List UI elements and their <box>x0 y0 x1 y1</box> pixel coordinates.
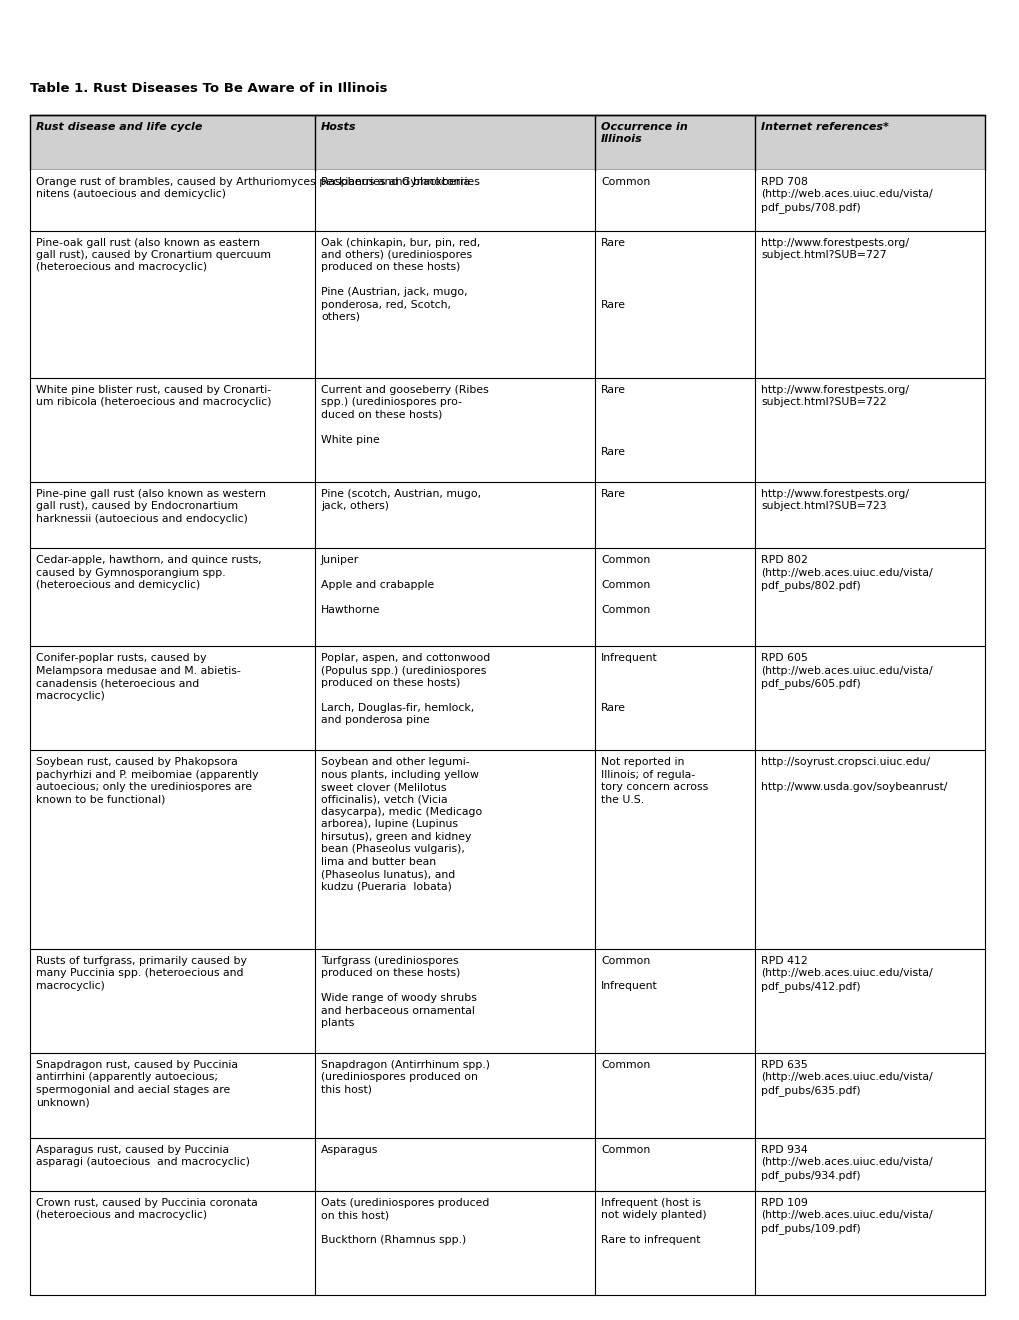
Bar <box>30 378 984 482</box>
Text: Crown rust, caused by Puccinia coronata
(heteroecious and macrocyclic): Crown rust, caused by Puccinia coronata … <box>36 1199 258 1221</box>
Bar <box>30 1138 984 1191</box>
Text: Raspberries and blackberries: Raspberries and blackberries <box>321 177 479 187</box>
Bar <box>30 231 984 378</box>
Text: Table 1. Rust Diseases To Be Aware of in Illinois: Table 1. Rust Diseases To Be Aware of in… <box>30 82 387 95</box>
Text: Snapdragon (Antirrhinum spp.)
(urediniospores produced on
this host): Snapdragon (Antirrhinum spp.) (uredinios… <box>321 1060 489 1094</box>
Text: Infrequent



Rare: Infrequent Rare <box>600 653 657 713</box>
Bar <box>30 1053 984 1138</box>
Bar <box>30 949 984 1053</box>
Text: Common: Common <box>600 1060 650 1071</box>
Text: Rare: Rare <box>600 488 626 499</box>
Text: Pine-pine gall rust (also known as western
gall rust), caused by Endocronartium
: Pine-pine gall rust (also known as weste… <box>36 488 266 524</box>
Text: Pine-oak gall rust (also known as eastern
gall rust), caused by Cronartium querc: Pine-oak gall rust (also known as easter… <box>36 238 271 272</box>
Text: Oats (urediniospores produced
on this host)

Buckthorn (Rhamnus spp.): Oats (urediniospores produced on this ho… <box>321 1199 489 1245</box>
Text: http://soyrust.cropsci.uiuc.edu/

http://www.usda.gov/soybeanrust/: http://soyrust.cropsci.uiuc.edu/ http://… <box>760 758 947 792</box>
Text: Asparagus: Asparagus <box>321 1144 378 1155</box>
Bar <box>30 548 984 647</box>
Bar <box>30 482 984 548</box>
Text: Rare




Rare: Rare Rare <box>600 238 626 309</box>
Text: Soybean rust, caused by Phakopsora
pachyrhizi and P. meibomiae (apparently
autoe: Soybean rust, caused by Phakopsora pachy… <box>36 758 258 805</box>
Text: Juniper

Apple and crabapple

Hawthorne: Juniper Apple and crabapple Hawthorne <box>321 556 434 615</box>
Text: Snapdragon rust, caused by Puccinia
antirrhini (apparently autoecious;
spermogon: Snapdragon rust, caused by Puccinia anti… <box>36 1060 237 1107</box>
Text: RPD 802
(http://web.aces.uiuc.edu/vista/
pdf_pubs/802.pdf): RPD 802 (http://web.aces.uiuc.edu/vista/… <box>760 556 931 591</box>
Bar <box>30 115 984 170</box>
Text: Orange rust of brambles, caused by Arthuriomyces peckianus and Gymnoconia
nitens: Orange rust of brambles, caused by Arthu… <box>36 177 470 199</box>
Text: http://www.forestpests.org/
subject.html?SUB=723: http://www.forestpests.org/ subject.html… <box>760 488 908 511</box>
Text: Occurrence in
Illinois: Occurrence in Illinois <box>600 121 687 144</box>
Bar <box>30 647 984 751</box>
Text: http://www.forestpests.org/
subject.html?SUB=722: http://www.forestpests.org/ subject.html… <box>760 385 908 408</box>
Text: Rusts of turfgrass, primarily caused by
many Puccinia spp. (heteroecious and
mac: Rusts of turfgrass, primarily caused by … <box>36 956 247 991</box>
Bar <box>30 1191 984 1295</box>
Text: Common: Common <box>600 177 650 187</box>
Text: Cedar-apple, hawthorn, and quince rusts,
caused by Gymnosporangium spp.
(heteroe: Cedar-apple, hawthorn, and quince rusts,… <box>36 556 262 590</box>
Text: RPD 605
(http://web.aces.uiuc.edu/vista/
pdf_pubs/605.pdf): RPD 605 (http://web.aces.uiuc.edu/vista/… <box>760 653 931 689</box>
Text: Conifer-poplar rusts, caused by
Melampsora medusae and M. abietis-
canadensis (h: Conifer-poplar rusts, caused by Melampso… <box>36 653 240 701</box>
Text: http://www.forestpests.org/
subject.html?SUB=727: http://www.forestpests.org/ subject.html… <box>760 238 908 260</box>
Text: RPD 412
(http://web.aces.uiuc.edu/vista/
pdf_pubs/412.pdf): RPD 412 (http://web.aces.uiuc.edu/vista/… <box>760 956 931 991</box>
Text: RPD 934
(http://web.aces.uiuc.edu/vista/
pdf_pubs/934.pdf): RPD 934 (http://web.aces.uiuc.edu/vista/… <box>760 1144 931 1181</box>
Bar <box>30 170 984 231</box>
Text: Soybean and other legumi-
nous plants, including yellow
sweet clover (Melilotus
: Soybean and other legumi- nous plants, i… <box>321 758 482 891</box>
Text: RPD 708
(http://web.aces.uiuc.edu/vista/
pdf_pubs/708.pdf): RPD 708 (http://web.aces.uiuc.edu/vista/… <box>760 177 931 213</box>
Text: Turfgrass (urediniospores
produced on these hosts)

Wide range of woody shrubs
a: Turfgrass (urediniospores produced on th… <box>321 956 477 1028</box>
Bar <box>30 751 984 949</box>
Text: Poplar, aspen, and cottonwood
(Populus spp.) (urediniospores
produced on these h: Poplar, aspen, and cottonwood (Populus s… <box>321 653 490 726</box>
Text: Current and gooseberry (Ribes
spp.) (urediniospores pro-
duced on these hosts)

: Current and gooseberry (Ribes spp.) (ure… <box>321 385 488 445</box>
Text: Rust disease and life cycle: Rust disease and life cycle <box>36 121 202 132</box>
Text: Pine (scotch, Austrian, mugo,
jack, others): Pine (scotch, Austrian, mugo, jack, othe… <box>321 488 481 511</box>
Text: Internet references*: Internet references* <box>760 121 888 132</box>
Text: RPD 635
(http://web.aces.uiuc.edu/vista/
pdf_pubs/635.pdf): RPD 635 (http://web.aces.uiuc.edu/vista/… <box>760 1060 931 1096</box>
Text: Common

Common

Common: Common Common Common <box>600 556 650 615</box>
Text: White pine blister rust, caused by Cronarti-
um ribicola (heteroecious and macro: White pine blister rust, caused by Crona… <box>36 385 271 408</box>
Text: Not reported in
Illinois; of regula-
tory concern across
the U.S.: Not reported in Illinois; of regula- tor… <box>600 758 707 805</box>
Text: Common

Infrequent: Common Infrequent <box>600 956 657 991</box>
Text: Common: Common <box>600 1144 650 1155</box>
Text: Oak (chinkapin, bur, pin, red,
and others) (urediniospores
produced on these hos: Oak (chinkapin, bur, pin, red, and other… <box>321 238 480 322</box>
Text: Infrequent (host is
not widely planted)

Rare to infrequent: Infrequent (host is not widely planted) … <box>600 1199 706 1245</box>
Text: Hosts: Hosts <box>321 121 357 132</box>
Text: Asparagus rust, caused by Puccinia
asparagi (autoecious  and macrocyclic): Asparagus rust, caused by Puccinia aspar… <box>36 1144 250 1167</box>
Text: RPD 109
(http://web.aces.uiuc.edu/vista/
pdf_pubs/109.pdf): RPD 109 (http://web.aces.uiuc.edu/vista/… <box>760 1199 931 1234</box>
Text: Rare




Rare: Rare Rare <box>600 385 626 457</box>
